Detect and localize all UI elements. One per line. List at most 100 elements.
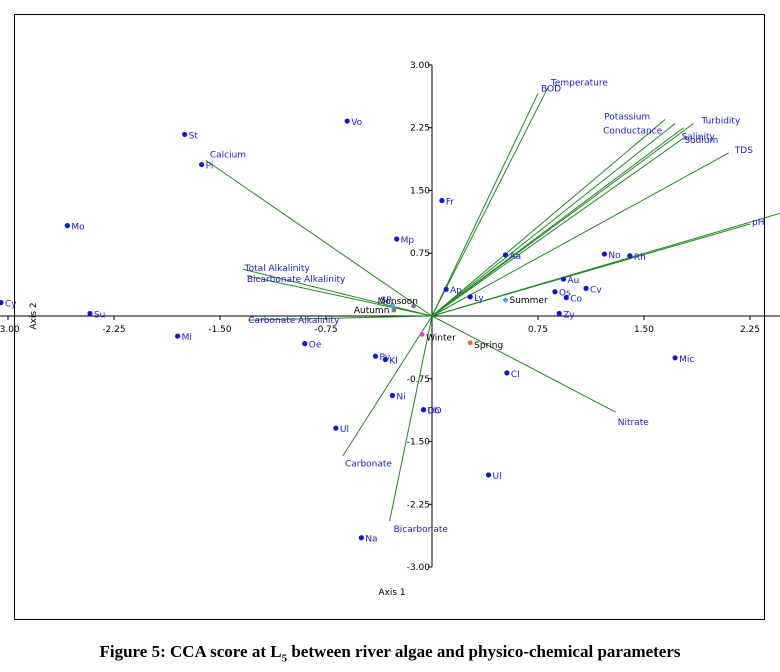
env-vector-bicarbonate: [389, 315, 433, 522]
x-tick-label: -1.50: [208, 325, 232, 335]
env-vector-sodium: [431, 135, 687, 317]
species-label-ly: Ly: [474, 294, 484, 304]
species-point-vo: [344, 118, 350, 124]
species-label-oe: Oe: [309, 341, 322, 351]
species-point-zy: [556, 310, 562, 317]
species-point-au: [560, 276, 567, 282]
species-label-ni: Ni: [396, 392, 405, 402]
season-label-autumn: Autumn: [354, 306, 390, 316]
species-label-su: Su: [94, 310, 105, 320]
species-point-ly: [467, 294, 473, 300]
species-point-na: [358, 535, 364, 541]
y-tick-label: 3.00: [410, 61, 430, 71]
species-point-cy: [0, 300, 4, 306]
figure-caption: Figure 5: CCA score at L5 between river …: [0, 642, 780, 664]
species-point-ul: [485, 472, 492, 478]
species-label-au: Au: [567, 276, 579, 286]
env-label-carbonate-alkalinity: Carbonate Alkalinity: [248, 316, 340, 326]
y-tick-label: -2.25: [407, 500, 430, 510]
env-label-conductance: Conductance: [603, 127, 663, 137]
species-label-mo: Mo: [71, 223, 85, 233]
species-label-vo: Vo: [351, 118, 362, 128]
env-label-bicarbonate-alkalinity: Bicarbonate Alkalinity: [247, 275, 346, 285]
species-point-aa: [502, 252, 509, 258]
season-point-autumn: [391, 307, 397, 313]
season-label-monsoon: Monsoon: [378, 297, 418, 307]
species-point-su: [87, 310, 93, 317]
species-point-st: [182, 131, 188, 138]
env-vector-calcium: [205, 159, 433, 317]
env-label-potassium: Potassium: [604, 112, 650, 122]
species-point-pv: [372, 353, 379, 359]
species-point-ul: [333, 425, 339, 431]
x-tick-label: -2.25: [102, 325, 125, 335]
species-point-mp: [394, 236, 400, 242]
x-tick-label: 0.75: [528, 325, 548, 335]
species-label-os: Os: [559, 289, 571, 299]
species-point-co: [563, 294, 569, 301]
env-vector-carbonate-alkalinity: [248, 315, 433, 321]
env-vector-temperature: [431, 87, 549, 317]
y-tick-label: -1.50: [407, 438, 431, 448]
species-label-co: Co: [570, 295, 582, 305]
species-label-cy: Cy: [5, 300, 17, 310]
env-vector-bicarbonate-alkalinity: [246, 275, 433, 317]
species-label-fr: Fr: [446, 198, 455, 208]
species-point-ni: [389, 392, 396, 399]
species-point-cv: [583, 285, 589, 291]
env-label-ph: pH: [752, 218, 764, 228]
env-vector-total-alkalinity: [242, 268, 433, 317]
species-point-rh: [627, 253, 633, 259]
species-label-ch: Ch: [428, 407, 440, 417]
env-label-temperature: Temperature: [550, 79, 608, 89]
species-point-os: [552, 289, 558, 295]
species-label-ul: Ul: [493, 472, 502, 482]
species-point-oe: [302, 341, 308, 347]
env-label-turbidity: Turbidity: [700, 117, 740, 127]
species-point-cl: [504, 370, 510, 376]
species-label-no: No: [608, 251, 621, 261]
species-point-pi: [199, 161, 205, 168]
env-label-nitrate: Nitrate: [618, 418, 650, 428]
x-tick-label: -3.00: [0, 325, 20, 335]
env-label-calcium: Calcium: [210, 150, 246, 160]
species-label-zy: Zy: [563, 310, 575, 320]
env-label-carbonate: Carbonate: [345, 460, 392, 470]
env-label-sodium: Sodium: [684, 136, 718, 146]
species-point-ap: [443, 286, 449, 292]
y-tick-label: -3.00: [407, 563, 431, 573]
env-vector-ph: [431, 223, 751, 317]
x-axis-title: Axis 1: [378, 588, 405, 598]
season-label-spring: Spring: [474, 341, 503, 351]
x-tick-label: -0.75: [314, 325, 337, 335]
env-vector-tds: [431, 152, 730, 317]
y-tick-label: 2.25: [410, 124, 430, 134]
species-label-rh: Rh: [634, 253, 646, 263]
x-tick-label: 1.50: [634, 325, 654, 335]
env-vector-potassium: [431, 118, 666, 317]
env-vector-conductance: [431, 123, 676, 317]
env-label-salinity: Salinity: [682, 133, 716, 143]
species-point-no: [601, 251, 608, 257]
species-label-mic: Mic: [679, 355, 694, 365]
season-label-winter: Winter: [426, 333, 456, 343]
season-label-summer: Summer: [509, 296, 547, 306]
species-point-kl: [382, 356, 388, 363]
env-vector-nitrate: [431, 315, 616, 413]
caption-suffix: between river algae and physico-chemical…: [287, 642, 681, 661]
species-label-kl: Kl: [389, 357, 397, 367]
env-label-tds: TDS: [734, 146, 753, 156]
env-label-bicarbonate: Bicarbonate: [394, 525, 449, 535]
species-point-fr: [439, 197, 445, 204]
site-point-sp: [390, 302, 395, 308]
species-point-mi: [175, 333, 181, 339]
env-vector-bod: [431, 93, 539, 317]
site-label-sp: SP: [380, 296, 392, 306]
species-label-na: Na: [365, 535, 377, 545]
species-label-mi: Mi: [182, 333, 192, 343]
caption-subscript: 5: [281, 652, 288, 665]
env-vector-salinity: [431, 127, 684, 317]
y-tick-label: 1.50: [410, 186, 430, 196]
season-point-summer: [503, 297, 508, 303]
y-axis-title: Axis 2: [29, 302, 39, 329]
